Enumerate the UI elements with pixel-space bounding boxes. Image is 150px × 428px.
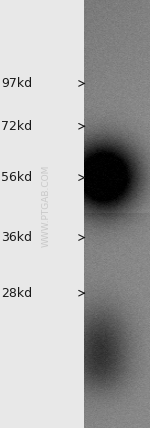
Text: 56kd: 56kd	[2, 171, 33, 184]
Text: 36kd: 36kd	[2, 231, 33, 244]
Text: 28kd: 28kd	[2, 287, 33, 300]
Text: WWW.PTGAB.COM: WWW.PTGAB.COM	[42, 164, 51, 247]
Text: 97kd: 97kd	[2, 77, 33, 90]
Text: 72kd: 72kd	[2, 120, 33, 133]
